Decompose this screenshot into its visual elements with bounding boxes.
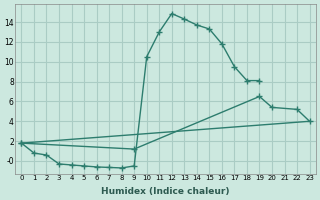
X-axis label: Humidex (Indice chaleur): Humidex (Indice chaleur): [101, 187, 230, 196]
